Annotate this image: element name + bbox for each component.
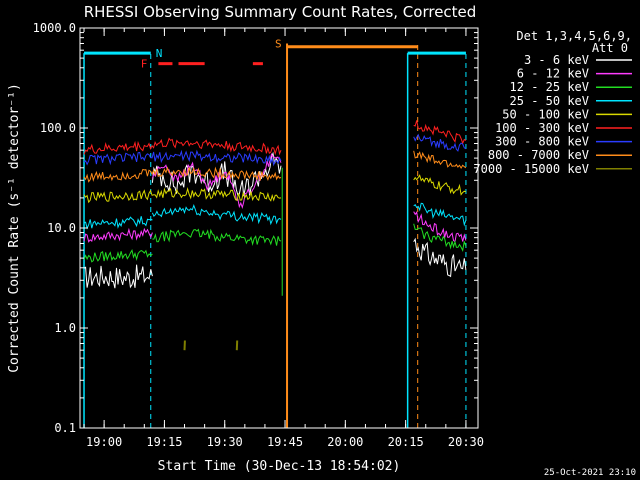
y-tick-label: 0.1 — [54, 421, 76, 435]
legend-label: 300 - 800 keV — [495, 135, 589, 149]
x-tick-label: 20:00 — [327, 435, 363, 449]
saa-flag-label: S — [275, 37, 282, 50]
series-12-25-kev — [83, 223, 467, 263]
x-tick-label: 19:00 — [86, 435, 122, 449]
series-100-300-kev — [83, 120, 467, 156]
timestamp: 25-Oct-2021 23:10 — [544, 468, 636, 478]
legend-header-line1: Det 1,3,4,5,6,9, — [516, 29, 632, 43]
series-300-800-kev — [83, 133, 467, 167]
series-line-segment — [83, 137, 282, 156]
legend-label: 800 - 7000 keV — [488, 148, 589, 162]
series-7000-15000-kev — [183, 340, 239, 351]
series-line-segment — [151, 204, 282, 226]
legend-label: 50 - 100 keV — [502, 107, 589, 121]
series-line-segment — [151, 152, 282, 209]
night-flag-label: N — [156, 47, 163, 60]
series-line-segment — [83, 248, 153, 263]
legend-label: 7000 - 15000 keV — [473, 162, 589, 176]
series-line-segment — [83, 216, 153, 230]
legend-header-line2: Att 0 — [592, 41, 628, 55]
y-tick-label: 1.0 — [54, 321, 76, 335]
series-line-segment — [83, 149, 282, 167]
flag-layer: NF S — [83, 37, 467, 428]
series-25-50-kev — [83, 202, 467, 230]
series-line-segment — [413, 202, 467, 227]
y-tick-label: 10.0 — [47, 221, 76, 235]
y-axis-label: Corrected Count Rate (s⁻¹ detector⁻¹) — [7, 83, 22, 373]
x-tick-label: 20:15 — [388, 435, 424, 449]
series-line-segment — [413, 211, 467, 243]
legend-label: 6 - 12 keV — [517, 67, 589, 81]
series-line-segment — [413, 174, 467, 196]
series-line-segment — [83, 166, 282, 183]
x-tick-label: 19:45 — [267, 435, 303, 449]
series-6-12-kev — [83, 152, 467, 243]
legend-label: 100 - 300 keV — [495, 121, 589, 135]
series-line-segment — [83, 186, 282, 204]
series-50-100-kev — [83, 174, 467, 204]
x-tick-label: 20:30 — [448, 435, 484, 449]
y-tick-label: 1000.0 — [33, 21, 76, 35]
x-axis-label: Start Time (30-Dec-13 18:54:02) — [158, 459, 401, 474]
x-tick-label: 19:15 — [146, 435, 182, 449]
axis-layer: 0.1 1.0 10.0 100.0 1000.0 19:00 19:15 19:30 19:4… — [33, 21, 484, 449]
series-line-segment — [413, 223, 467, 253]
series-line-segment — [83, 264, 153, 289]
series-line-segment — [152, 228, 282, 246]
series-line-segment — [83, 227, 153, 243]
y-tick-label: 100.0 — [40, 121, 76, 135]
series-800-7000-kev — [83, 150, 467, 183]
legend-label: 12 - 25 keV — [510, 80, 589, 94]
series-line-segment — [413, 133, 467, 152]
series-layer — [83, 120, 467, 351]
series-line-segment — [413, 150, 467, 169]
flare-flag-label: F — [141, 58, 148, 71]
legend-label: 25 - 50 keV — [510, 94, 589, 108]
series-line-segment — [413, 120, 467, 145]
legend-label: 3 - 6 keV — [524, 53, 589, 67]
series-line-segment — [413, 237, 467, 278]
x-tick-label: 19:30 — [207, 435, 243, 449]
chart-title: RHESSI Observing Summary Count Rates, Co… — [84, 3, 477, 21]
